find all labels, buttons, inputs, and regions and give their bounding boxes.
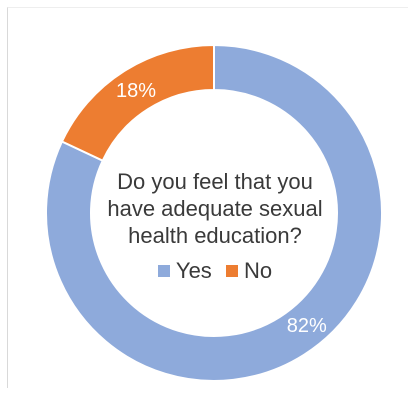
legend-swatch-no — [225, 265, 238, 277]
chart-center: Do you feel that you have adequate sexua… — [95, 168, 335, 284]
chart-title: Do you feel that you have adequate sexua… — [95, 168, 335, 249]
chart-title-line: Do you feel that you — [117, 169, 313, 194]
chart-title-line: have adequate sexual — [107, 196, 323, 221]
chart-title-line: health education? — [128, 223, 302, 248]
legend-swatch-yes — [157, 265, 170, 277]
legend-item-no: No — [225, 258, 273, 284]
legend-label-no: No — [243, 258, 273, 283]
legend-label-yes: Yes — [175, 258, 212, 283]
donut-slice-no — [60, 43, 215, 162]
data-label-yes: 82% — [287, 315, 327, 337]
donut-slice-yes — [45, 43, 383, 382]
chart-legend: Yes No — [95, 257, 335, 284]
legend-item-yes: Yes — [157, 258, 212, 284]
data-label-no: 18% — [116, 80, 156, 102]
